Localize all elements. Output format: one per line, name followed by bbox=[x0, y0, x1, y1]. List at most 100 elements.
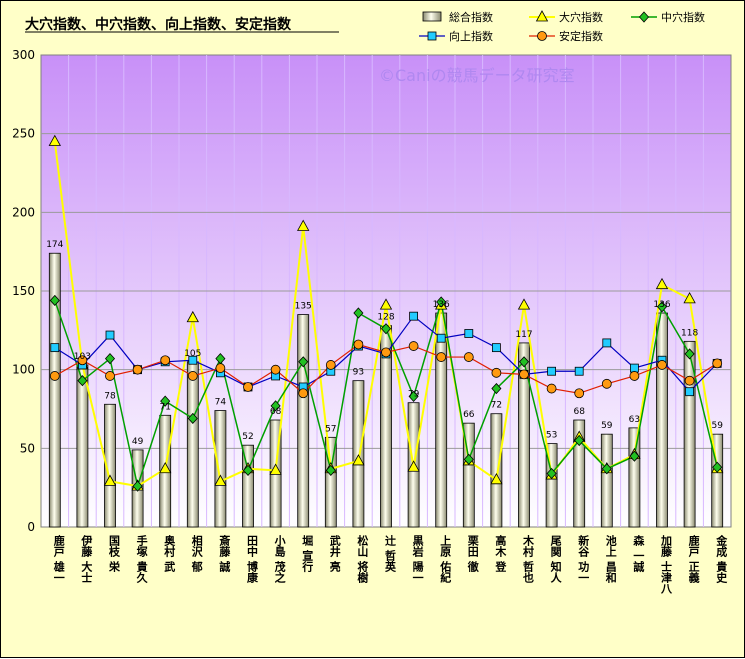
bar bbox=[324, 436, 337, 528]
legend-label: 安定指数 bbox=[559, 29, 603, 43]
bar-data-label: 93 bbox=[353, 368, 364, 378]
x-tick-label: 尾関 知人 bbox=[549, 535, 563, 583]
line-marker bbox=[712, 461, 723, 473]
x-tick-label: 斎藤 誠 bbox=[218, 534, 231, 573]
bar-data-label: 59 bbox=[601, 421, 613, 431]
bar-data-label: 66 bbox=[463, 410, 475, 420]
line-marker bbox=[187, 371, 198, 381]
bar bbox=[628, 427, 641, 528]
data-labels: 174 103 78 49 71 105 74 52 68 135 57 93 128 79 136 66 72… bbox=[46, 240, 723, 447]
bar-data-label: 72 bbox=[491, 401, 502, 411]
line-marker bbox=[408, 341, 419, 351]
line-marker bbox=[353, 339, 364, 350]
line-marker bbox=[380, 323, 392, 335]
bar bbox=[545, 443, 558, 528]
line-marker bbox=[656, 301, 668, 313]
bar-data-label: 174 bbox=[46, 240, 63, 250]
line-marker bbox=[77, 375, 88, 387]
bar bbox=[711, 433, 724, 528]
x-tick-label: 小島 茂之 bbox=[273, 534, 287, 584]
x-tick-label: 新谷 功一 bbox=[577, 534, 590, 583]
bar-data-label: 135 bbox=[295, 302, 312, 312]
bar bbox=[76, 364, 89, 528]
line-marker bbox=[159, 461, 172, 474]
line-marker bbox=[657, 360, 667, 370]
line-marker bbox=[436, 352, 447, 362]
x-tick-label: 田中 博康 bbox=[246, 535, 259, 584]
legend-label: 中穴指数 bbox=[661, 10, 705, 24]
line-marker bbox=[490, 472, 503, 485]
bar-data-label: 49 bbox=[132, 437, 144, 447]
bar-data-label: 128 bbox=[377, 313, 394, 323]
line-marker bbox=[630, 363, 639, 373]
line-marker bbox=[491, 382, 502, 395]
bar-data-label: 52 bbox=[242, 432, 253, 442]
line-marker bbox=[463, 352, 474, 362]
x-tick-label: 奥村 武 bbox=[163, 534, 177, 573]
line-marker bbox=[574, 366, 584, 376]
bar bbox=[352, 380, 365, 528]
gridlines bbox=[41, 55, 731, 527]
line-marker bbox=[463, 453, 474, 465]
bar bbox=[435, 312, 448, 528]
line-marker bbox=[519, 369, 529, 380]
line-marker bbox=[601, 378, 612, 389]
watermark: ©Caniの競馬データ研究室 bbox=[379, 66, 575, 85]
line-marker bbox=[325, 464, 336, 476]
line-marker bbox=[132, 480, 143, 492]
line-marker bbox=[537, 31, 547, 41]
bar bbox=[186, 361, 199, 528]
line-marker bbox=[105, 371, 115, 381]
x-tick-label: 辻 哲英 bbox=[384, 534, 398, 573]
line-marker bbox=[491, 343, 501, 353]
line-marker bbox=[712, 358, 723, 369]
x-tick-label: 黒岩 陽一 bbox=[411, 535, 425, 583]
line-marker bbox=[685, 387, 694, 397]
line-marker bbox=[601, 463, 612, 475]
line-marker bbox=[436, 333, 446, 343]
line-marker bbox=[270, 400, 281, 412]
line-marker bbox=[517, 298, 531, 310]
x-tick-label: 相沢 郁 bbox=[190, 534, 204, 573]
bar-data-label: 118 bbox=[681, 328, 698, 338]
x-tick-label: 栗田 徹 bbox=[466, 535, 480, 573]
line-marker bbox=[215, 363, 226, 373]
line-marker bbox=[638, 11, 650, 23]
line-marker bbox=[407, 460, 420, 472]
line-marker bbox=[49, 371, 60, 381]
bar bbox=[656, 312, 668, 528]
bar-data-label: 136 bbox=[433, 300, 450, 310]
x-tick-label: 堀 宣行 bbox=[301, 534, 315, 573]
line-marker bbox=[464, 329, 474, 338]
y-tick-label: 200 bbox=[12, 205, 35, 219]
bar bbox=[573, 419, 586, 528]
line-marker bbox=[409, 311, 419, 321]
line-marker bbox=[242, 464, 254, 476]
line-marker bbox=[353, 307, 364, 319]
bar bbox=[297, 314, 310, 528]
y-tick-label: 150 bbox=[12, 284, 35, 298]
x-tick-label: 加藤 士津八 bbox=[660, 534, 674, 594]
bar-data-label: 117 bbox=[515, 330, 532, 340]
bar-data-label: 57 bbox=[325, 424, 336, 434]
line-marker bbox=[186, 310, 199, 323]
line-marker bbox=[684, 348, 695, 360]
bar-data-label: 68 bbox=[573, 407, 585, 417]
bar-data-label: 74 bbox=[215, 398, 227, 408]
x-tick-label: 武井 亮 bbox=[328, 534, 341, 573]
line-marker bbox=[629, 371, 640, 381]
bar bbox=[518, 342, 530, 528]
line-marker bbox=[381, 347, 391, 358]
bar-data-label: 78 bbox=[104, 391, 116, 401]
line-marker bbox=[352, 454, 365, 466]
line-marker bbox=[535, 10, 549, 22]
line-marker bbox=[269, 463, 282, 475]
line-marker bbox=[546, 467, 557, 480]
x-tick-label: 鹿戸 正義 bbox=[687, 534, 700, 584]
x-tick-label: 国枝 栄 bbox=[108, 535, 122, 573]
line-marker bbox=[160, 355, 171, 366]
bar bbox=[600, 433, 613, 528]
bar-data-label: 53 bbox=[546, 431, 557, 441]
